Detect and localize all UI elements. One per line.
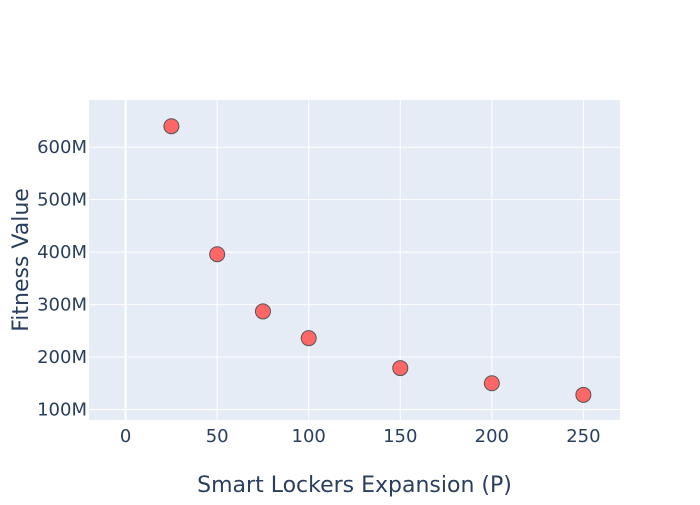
x-tick-label: 50	[206, 426, 229, 447]
y-tick-label: 200M	[37, 347, 87, 368]
y-tick-label: 600M	[37, 137, 87, 158]
x-tick-label: 200	[475, 426, 509, 447]
y-tick-label: 500M	[37, 190, 87, 211]
x-tick-label: 250	[566, 426, 600, 447]
y-tick-label: 400M	[37, 242, 87, 263]
data-point	[163, 118, 180, 135]
grid-lines	[89, 100, 620, 420]
y-tick-labels: 100M 200M 300M 400M 500M 600M	[37, 137, 87, 420]
data-point	[300, 330, 317, 347]
data-points	[163, 118, 592, 403]
data-point	[254, 303, 271, 320]
y-tick-label: 100M	[37, 400, 87, 421]
data-point	[392, 360, 409, 377]
plot-background	[89, 100, 620, 420]
x-tick-label: 150	[383, 426, 417, 447]
x-tick-label: 100	[292, 426, 326, 447]
y-tick-label: 300M	[37, 295, 87, 316]
data-point	[575, 386, 592, 403]
y-axis-title: Fitness Value	[9, 188, 34, 332]
data-point	[209, 246, 226, 263]
x-tick-label: 0	[120, 426, 131, 447]
data-point	[483, 375, 500, 392]
x-axis-title: Smart Lockers Expansion (P)	[197, 473, 512, 498]
x-tick-labels: 0 50 100 150 200 250	[120, 426, 601, 447]
